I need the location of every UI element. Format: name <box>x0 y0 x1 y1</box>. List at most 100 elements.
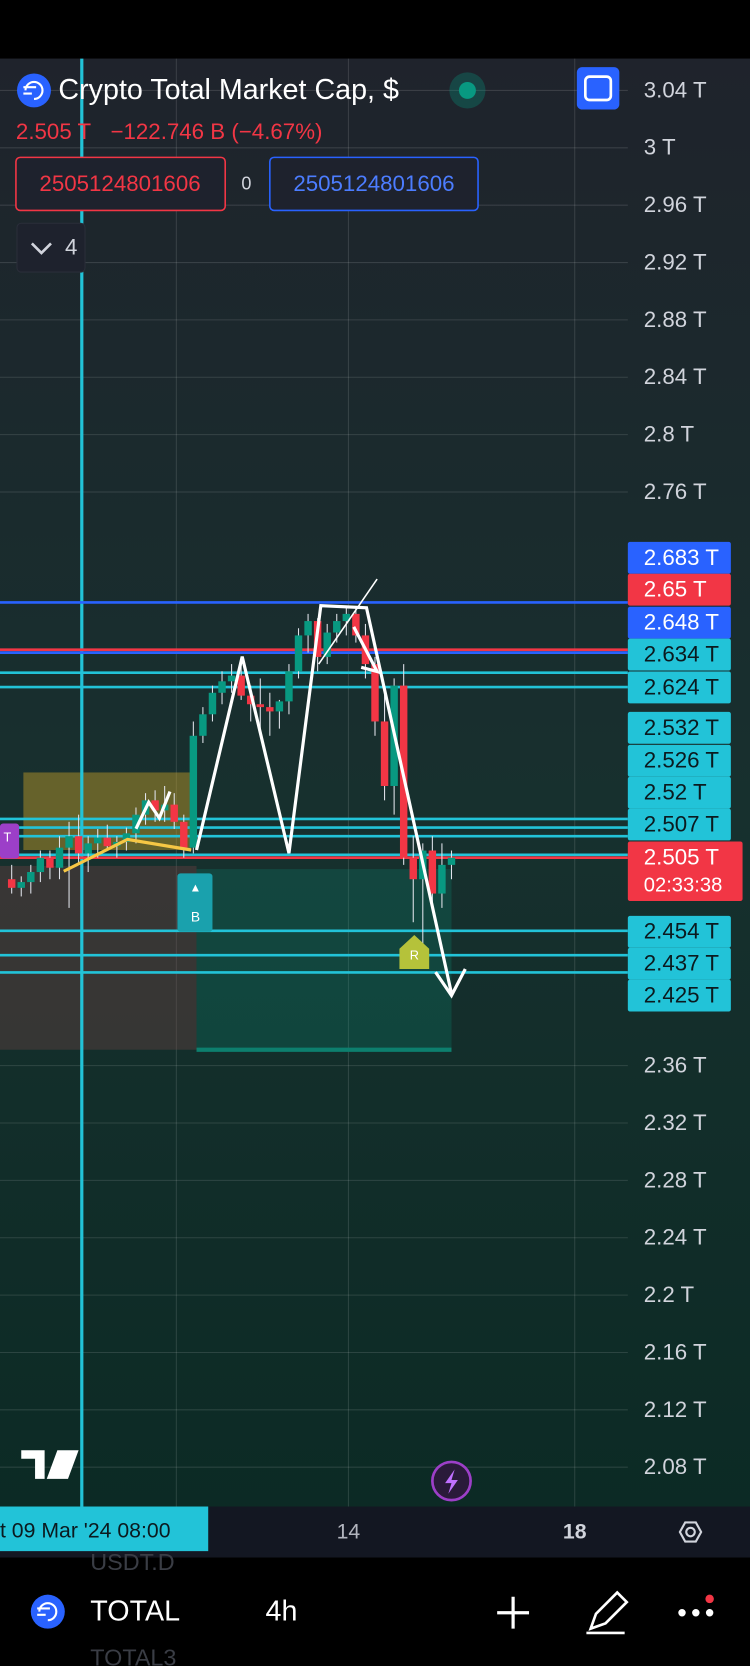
candle-body <box>189 735 198 848</box>
more-dot <box>705 1609 714 1617</box>
time-label: 14 <box>337 1520 361 1544</box>
symbol-button[interactable]: TOTAL <box>90 1595 180 1627</box>
y-tick-label: 2.84 T <box>644 364 707 389</box>
price-tag <box>627 638 731 671</box>
price-tag-label: 2.683 T <box>644 545 720 570</box>
add-button[interactable] <box>497 1596 530 1629</box>
chart-bg <box>0 58 750 1558</box>
price-tag-label: 2.532 T <box>644 715 720 740</box>
last-price: 2.505 T <box>16 119 92 144</box>
buy-price: 2505124801606 <box>293 171 454 196</box>
price-change: −122.746 B (−4.67%) <box>110 119 322 144</box>
y-tick-label: 2.88 T <box>644 307 707 332</box>
symbol-title[interactable]: Crypto Total Market Cap, $ <box>58 74 399 106</box>
buy-button[interactable] <box>269 156 479 212</box>
sell-button[interactable] <box>15 156 227 212</box>
candle-body <box>132 814 140 834</box>
price-tag <box>627 841 743 901</box>
toolbar <box>0 1557 750 1666</box>
y-tick-label: 3 T <box>644 135 676 160</box>
candle-body <box>227 675 236 682</box>
candle-body <box>246 695 255 705</box>
candle-body <box>170 804 178 822</box>
chevron <box>30 242 52 255</box>
logo-glyph <box>37 1602 58 1622</box>
time-label: 18 <box>563 1520 587 1544</box>
candle-body <box>151 800 159 811</box>
symbol-logo <box>16 73 51 108</box>
candle-body <box>380 721 389 786</box>
sell-price: 2505124801606 <box>39 171 200 196</box>
y-tick-label: 2.96 T <box>644 192 707 217</box>
candle-body <box>371 664 379 722</box>
candle-body <box>17 882 25 888</box>
candle-body <box>208 692 217 715</box>
candle-body <box>352 613 360 636</box>
status-dot <box>458 81 476 99</box>
more-dot[interactable] <box>678 1609 686 1617</box>
y-tick-label: 2.2 T <box>644 1282 695 1307</box>
buy-marker <box>177 873 213 932</box>
y-tick-label: 2.92 T <box>644 249 707 274</box>
spread: 0 <box>241 174 251 194</box>
candle-body <box>122 833 131 842</box>
drawing <box>352 626 381 675</box>
price-tag <box>627 979 731 1012</box>
candle-body <box>36 857 45 873</box>
logo-glyph <box>23 80 44 100</box>
interval-button[interactable]: 4h <box>266 1595 298 1627</box>
price-tag-label: 2.634 T <box>644 641 720 666</box>
settings-icon <box>685 1526 696 1538</box>
draw-button[interactable] <box>586 1590 629 1635</box>
y-tick-label: 2.8 T <box>644 422 695 447</box>
drawing <box>318 578 378 665</box>
tv-logo <box>21 1450 79 1479</box>
price-axis: 3.04 T 3 T 2.96 T 2.92 T 2.88 T 2.84 T 2.8 T 2.… <box>644 77 707 1479</box>
price-tag <box>627 573 731 606</box>
y-tick-label: 3.04 T <box>644 77 707 102</box>
y-tick-label: 2.32 T <box>644 1110 707 1135</box>
indicators-toggle[interactable] <box>16 222 86 273</box>
price-tag <box>627 915 731 948</box>
candle-body <box>65 836 73 848</box>
candle-body <box>409 857 417 880</box>
candle-body <box>103 837 112 847</box>
candle-body <box>46 857 54 868</box>
price-tag-label: 2.437 T <box>644 951 720 976</box>
price-tag <box>627 711 731 744</box>
candle-body <box>256 704 264 708</box>
drawing <box>434 968 467 999</box>
candle-body <box>294 635 303 672</box>
price-tag <box>627 947 731 980</box>
zone-box <box>0 865 197 1050</box>
price-tag <box>627 808 731 841</box>
fullscreen-button[interactable] <box>576 67 620 110</box>
candle-body <box>333 621 341 633</box>
candle-body <box>342 613 351 622</box>
t-label: T <box>4 830 12 845</box>
faded-symbol: TOTAL3 <box>90 1645 176 1666</box>
candle-body <box>74 836 83 854</box>
candle-body <box>285 671 293 702</box>
drawing <box>134 790 172 830</box>
candle-body <box>323 632 331 657</box>
grid <box>0 58 628 1507</box>
candle-body <box>199 714 207 736</box>
y-tick-label: 2.12 T <box>644 1397 707 1422</box>
buy-arrow: ▲ <box>190 881 202 894</box>
candle-body <box>7 879 16 888</box>
price-tag-label: 2.52 T <box>644 780 707 805</box>
candle-body <box>94 837 102 844</box>
y-tick-label: 2.28 T <box>644 1167 707 1192</box>
candle-body <box>84 843 92 854</box>
settings-button[interactable] <box>678 1521 703 1543</box>
notification-dot <box>705 1594 714 1604</box>
drawing <box>194 604 454 994</box>
t-marker <box>0 823 20 859</box>
price-tag-label: 2.505 T <box>644 844 720 869</box>
y-tick-label: 2.76 T <box>644 479 707 504</box>
faded-symbol: USDT.D <box>90 1549 174 1575</box>
more-dot <box>692 1609 700 1617</box>
